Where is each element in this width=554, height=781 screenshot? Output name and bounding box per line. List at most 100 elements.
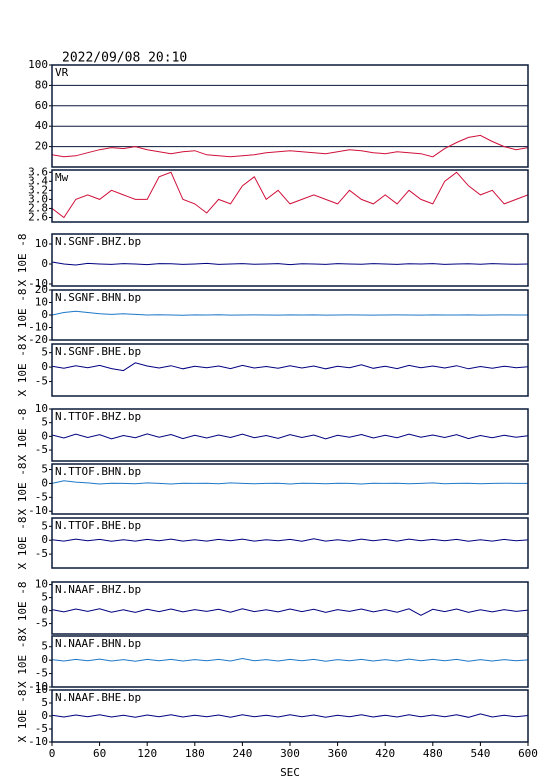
y-tick-label: 60 xyxy=(35,99,48,112)
y-tick-label: 5 xyxy=(41,640,48,653)
y-tick-label: 0 xyxy=(41,360,48,373)
panel-frame xyxy=(51,581,529,635)
series-line xyxy=(52,657,528,662)
y-tick-label: -5 xyxy=(35,375,48,388)
y-tick-label: 20 xyxy=(35,140,48,153)
y-tick-label: 10 xyxy=(35,578,48,591)
panel-label: N.NAAF.BHE.bp xyxy=(55,691,141,704)
y-tick-label: -5 xyxy=(35,443,48,456)
series-line xyxy=(52,433,528,440)
series-line xyxy=(52,134,528,158)
y-tick-label: 0 xyxy=(41,604,48,617)
y-tick-label: 40 xyxy=(35,119,48,132)
panel-frame xyxy=(51,635,529,688)
figure-title: 2022/09/08 20:10 xyxy=(62,51,187,66)
y-tick-label: -5 xyxy=(35,490,48,503)
panel-label: Mw xyxy=(55,171,69,184)
y-tick-label: 0 xyxy=(41,476,48,489)
x-tick-label: 120 xyxy=(137,747,157,760)
y-tick-label: 10 xyxy=(35,237,48,250)
x-tick-label: 540 xyxy=(470,747,490,760)
x-tick-label: 240 xyxy=(232,747,252,760)
panel-label: N.TTOF.BHN.bp xyxy=(55,465,141,478)
panel-frame xyxy=(51,343,529,397)
y-tick-label: 5 xyxy=(41,519,48,532)
y-tick-label: -20 xyxy=(28,333,48,346)
y-axis-label: X 10E -8 xyxy=(16,690,29,743)
y-tick-label: -10 xyxy=(28,321,48,334)
y-tick-label: 3.2 xyxy=(28,183,48,196)
y-tick-label: -10 xyxy=(28,680,48,693)
y-axis-label: X 10E -8 xyxy=(16,409,29,462)
series-line xyxy=(52,310,528,316)
x-tick-label: 600 xyxy=(518,747,538,760)
panel-label: N.NAAF.BHN.bp xyxy=(55,637,141,650)
y-tick-label: 10 xyxy=(35,683,48,696)
panel-label: N.NAAF.BHZ.bp xyxy=(55,583,141,596)
series-line xyxy=(52,480,528,485)
y-tick-label: 10 xyxy=(35,402,48,415)
y-tick-label: 80 xyxy=(35,78,48,91)
series-line xyxy=(52,538,528,542)
y-axis-label: X 10E -8 xyxy=(16,463,29,516)
x-axis-label: SEC xyxy=(280,766,300,779)
y-tick-label: 0 xyxy=(41,308,48,321)
y-tick-label: 0 xyxy=(41,257,48,270)
y-tick-label: 10 xyxy=(35,296,48,309)
series-line xyxy=(52,608,528,616)
series-line xyxy=(52,362,528,372)
x-tick-label: 360 xyxy=(328,747,348,760)
x-tick-label: 60 xyxy=(93,747,106,760)
x-tick-label: 0 xyxy=(49,747,56,760)
panel-frame xyxy=(51,408,529,462)
y-axis-label: X 10E -8 xyxy=(16,582,29,635)
y-tick-label: 0 xyxy=(41,533,48,546)
y-tick-label: 3.6 xyxy=(28,165,48,178)
panel-frame xyxy=(51,169,529,223)
y-tick-label: 2.6 xyxy=(28,210,48,223)
panel-label: N.TTOF.BHE.bp xyxy=(55,519,141,532)
y-tick-label: -10 xyxy=(28,504,48,517)
y-tick-label: 0 xyxy=(41,429,48,442)
panel-label: N.TTOF.BHZ.bp xyxy=(55,410,141,423)
panel-label: N.SGNF.BHE.bp xyxy=(55,345,141,358)
y-tick-label: 100 xyxy=(28,58,48,71)
panel-frame xyxy=(51,463,529,515)
y-tick-label: 3.4 xyxy=(28,174,48,187)
y-tick-label: 5 xyxy=(41,591,48,604)
panel-label: VR xyxy=(55,66,69,79)
y-tick-label: 0 xyxy=(41,653,48,666)
y-tick-label: -5 xyxy=(35,722,48,735)
series-line xyxy=(52,713,528,718)
y-tick-label: 20 xyxy=(35,283,48,296)
y-tick-label: 0 xyxy=(41,709,48,722)
y-axis-label: X 10E -8 xyxy=(16,344,29,397)
panel-label: N.SGNF.BHN.bp xyxy=(55,291,141,304)
y-tick-label: 5 xyxy=(41,696,48,709)
y-tick-label: -5 xyxy=(35,547,48,560)
panel-frame xyxy=(51,233,529,287)
panel-frame xyxy=(51,289,529,341)
y-tick-label: -10 xyxy=(28,735,48,748)
y-tick-label: 5 xyxy=(41,346,48,359)
y-tick-label: -5 xyxy=(35,617,48,630)
x-tick-label: 480 xyxy=(423,747,443,760)
x-tick-label: 300 xyxy=(280,747,300,760)
y-tick-label: -10 xyxy=(28,277,48,290)
y-tick-label: 5 xyxy=(41,463,48,476)
x-tick-label: 420 xyxy=(375,747,395,760)
y-tick-label: 2.8 xyxy=(28,201,48,214)
y-tick-label: 5 xyxy=(41,416,48,429)
y-axis-label: X 10E -8 xyxy=(16,635,29,688)
y-tick-label: -5 xyxy=(35,667,48,680)
series-line xyxy=(52,261,528,266)
y-axis-label: X 10E -8 xyxy=(16,289,29,342)
panel-frame xyxy=(51,517,529,569)
panel-label: N.SGNF.BHZ.bp xyxy=(55,235,141,248)
y-axis-label: X 10E -8 xyxy=(16,234,29,287)
series-line xyxy=(52,171,528,219)
y-axis-label: X 10E -8 xyxy=(16,517,29,570)
panel-frame xyxy=(51,64,529,168)
y-tick-label: 3.0 xyxy=(28,192,48,205)
